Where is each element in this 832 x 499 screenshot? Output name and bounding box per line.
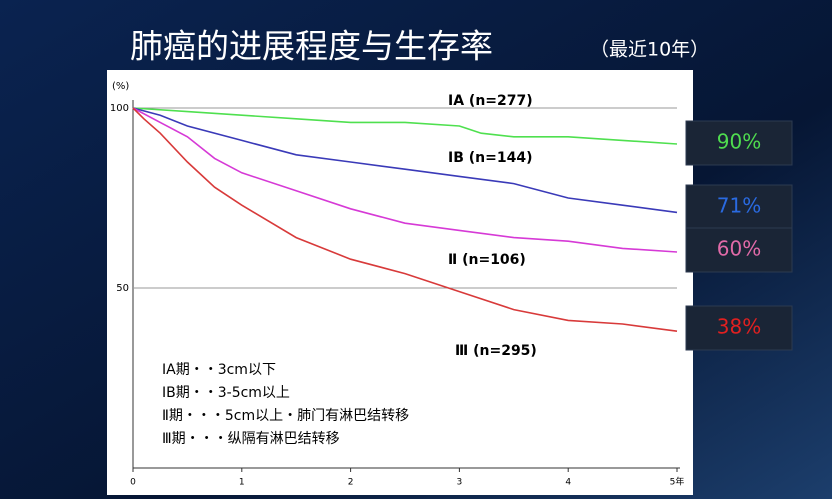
rate-label: 71% — [717, 194, 761, 218]
x-tick-label: 5年 — [670, 476, 685, 488]
survival-curve — [132, 107, 678, 253]
y-axis-label: (%) — [112, 81, 129, 92]
x-tick-label: 4 — [565, 478, 571, 488]
title: 肺癌的进展程度与生存率 — [130, 27, 493, 66]
curve-label: Ⅱ (n=106) — [448, 252, 526, 268]
y-tick-label: 50 — [116, 283, 129, 294]
rate-badge — [685, 184, 793, 230]
survival-curve — [132, 107, 678, 332]
subtitle: （最近10年） — [590, 39, 709, 61]
x-tick-label: 1 — [239, 478, 245, 488]
legend-note: Ⅲ期・・・纵隔有淋巴结转移 — [162, 431, 340, 447]
x-tick-label: 3 — [457, 478, 463, 488]
rate-badge — [685, 120, 793, 166]
rate-label: 60% — [717, 237, 761, 261]
curve-label: IA (n=277) — [448, 93, 533, 109]
survival-curve — [132, 107, 678, 145]
rate-label: 38% — [717, 315, 761, 339]
rate-label: 90% — [717, 130, 761, 154]
x-tick-label: 0 — [130, 478, 136, 488]
legend-note: ⅠB期・・3-5cm以上 — [162, 385, 290, 401]
curve-label: IB (n=144) — [448, 150, 532, 166]
legend-note: ⅠA期・・3cm以下 — [162, 362, 276, 378]
survival-curve — [132, 107, 678, 214]
rate-badge — [685, 305, 793, 351]
curve-label: Ⅲ (n=295) — [455, 343, 537, 359]
x-tick-label: 2 — [348, 478, 354, 488]
chart-panel — [107, 70, 693, 495]
rate-badge — [685, 227, 793, 273]
legend-note: Ⅱ期・・・5cm以上・肺门有淋巴结转移 — [162, 408, 409, 424]
y-tick-label: 100 — [110, 103, 129, 114]
